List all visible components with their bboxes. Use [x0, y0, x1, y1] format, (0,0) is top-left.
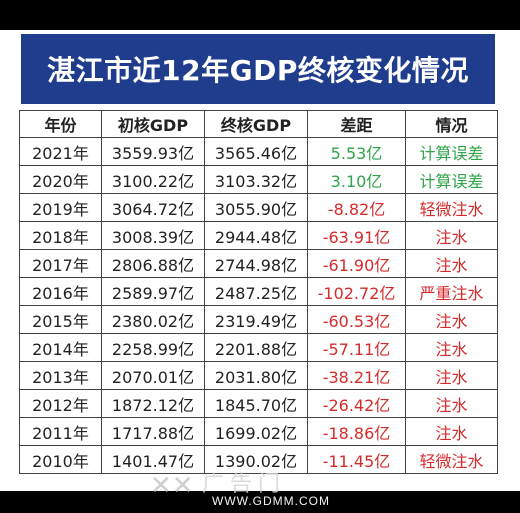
- header-final-gdp: 终核GDP: [204, 110, 308, 138]
- final-gdp-cell: 2319.49亿: [204, 305, 308, 334]
- table-row: 2016年 2589.97亿 2487.25亿 -102.72亿 严重注水: [19, 277, 498, 306]
- final-gdp-cell: 3565.46亿: [204, 137, 308, 166]
- table-row: 2011年 1717.88亿 1699.02亿 -18.86亿 注水: [19, 417, 498, 446]
- table-row: 2020年 3100.22亿 3103.32亿 3.10亿 计算误差: [19, 165, 498, 194]
- final-gdp-cell: 3055.90亿: [204, 193, 308, 222]
- year-cell: 2010年: [19, 445, 102, 474]
- initial-gdp-cell: 1872.12亿: [101, 389, 205, 418]
- year-cell: 2020年: [19, 165, 102, 194]
- initial-gdp-cell: 1401.47亿: [101, 445, 205, 474]
- diff-cell: 3.10亿: [307, 165, 406, 194]
- table-row: 2017年 2806.88亿 2744.98亿 -61.90亿 注水: [19, 249, 498, 278]
- header-year: 年份: [19, 110, 102, 138]
- status-cell: 轻微注水: [405, 445, 498, 474]
- initial-gdp-cell: 2070.01亿: [101, 361, 205, 390]
- diff-cell: -57.11亿: [307, 333, 406, 362]
- initial-gdp-cell: 3064.72亿: [101, 193, 205, 222]
- final-gdp-cell: 2744.98亿: [204, 249, 308, 278]
- diff-cell: -38.21亿: [307, 361, 406, 390]
- year-cell: 2015年: [19, 305, 102, 334]
- table-row: 2018年 3008.39亿 2944.48亿 -63.91亿 注水: [19, 221, 498, 250]
- status-cell: 计算误差: [405, 165, 498, 194]
- header-row: 年份 初核GDP 终核GDP 差距 情况: [19, 110, 498, 138]
- table-title: 湛江市近12年GDP终核变化情况: [21, 34, 495, 104]
- diff-cell: 5.53亿: [307, 137, 406, 166]
- diff-cell: -11.45亿: [307, 445, 406, 474]
- status-cell: 注水: [405, 389, 498, 418]
- initial-gdp-cell: 2589.97亿: [101, 277, 205, 306]
- table-row: 2013年 2070.01亿 2031.80亿 -38.21亿 注水: [19, 361, 498, 390]
- table-row: 2019年 3064.72亿 3055.90亿 -8.82亿 轻微注水: [19, 193, 498, 222]
- final-gdp-cell: 1390.02亿: [204, 445, 308, 474]
- table-row: 2010年 1401.47亿 1390.02亿 -11.45亿 轻微注水: [19, 445, 498, 474]
- diff-cell: -61.90亿: [307, 249, 406, 278]
- status-cell: 严重注水: [405, 277, 498, 306]
- year-cell: 2013年: [19, 361, 102, 390]
- year-cell: 2014年: [19, 333, 102, 362]
- top-black-bar: [0, 0, 520, 30]
- year-cell: 2019年: [19, 193, 102, 222]
- year-cell: 2016年: [19, 277, 102, 306]
- bottom-black-bar: [0, 491, 520, 513]
- diff-cell: -18.86亿: [307, 417, 406, 446]
- year-cell: 2018年: [19, 221, 102, 250]
- table-row: 2015年 2380.02亿 2319.49亿 -60.53亿 注水: [19, 305, 498, 334]
- final-gdp-cell: 2031.80亿: [204, 361, 308, 390]
- initial-gdp-cell: 1717.88亿: [101, 417, 205, 446]
- initial-gdp-cell: 2806.88亿: [101, 249, 205, 278]
- year-cell: 2021年: [19, 137, 102, 166]
- status-cell: 注水: [405, 361, 498, 390]
- status-cell: 注水: [405, 249, 498, 278]
- final-gdp-cell: 2487.25亿: [204, 277, 308, 306]
- status-cell: 注水: [405, 305, 498, 334]
- final-gdp-cell: 3103.32亿: [204, 165, 308, 194]
- year-cell: 2017年: [19, 249, 102, 278]
- year-cell: 2012年: [19, 389, 102, 418]
- initial-gdp-cell: 2380.02亿: [101, 305, 205, 334]
- diff-cell: -102.72亿: [307, 277, 406, 306]
- final-gdp-cell: 2944.48亿: [204, 221, 308, 250]
- final-gdp-cell: 2201.88亿: [204, 333, 308, 362]
- diff-cell: -8.82亿: [307, 193, 406, 222]
- status-cell: 注水: [405, 221, 498, 250]
- diff-cell: -60.53亿: [307, 305, 406, 334]
- table-row: 2021年 3559.93亿 3565.46亿 5.53亿 计算误差: [19, 137, 498, 166]
- table-row: 2014年 2258.99亿 2201.88亿 -57.11亿 注水: [19, 333, 498, 362]
- status-cell: 轻微注水: [405, 193, 498, 222]
- header-diff: 差距: [307, 110, 406, 138]
- header-status: 情况: [405, 110, 498, 138]
- status-cell: 计算误差: [405, 137, 498, 166]
- initial-gdp-cell: 3559.93亿: [101, 137, 205, 166]
- header-initial-gdp: 初核GDP: [101, 110, 205, 138]
- initial-gdp-cell: 3100.22亿: [101, 165, 205, 194]
- final-gdp-cell: 1845.70亿: [204, 389, 308, 418]
- status-cell: 注水: [405, 417, 498, 446]
- year-cell: 2011年: [19, 417, 102, 446]
- diff-cell: -63.91亿: [307, 221, 406, 250]
- table-row: 2012年 1872.12亿 1845.70亿 -26.42亿 注水: [19, 389, 498, 418]
- status-cell: 注水: [405, 333, 498, 362]
- gdp-table-sheet: 湛江市近12年GDP终核变化情况 年份 初核GDP 终核GDP 差距 情况 20…: [19, 34, 498, 488]
- diff-cell: -26.42亿: [307, 389, 406, 418]
- initial-gdp-cell: 2258.99亿: [101, 333, 205, 362]
- initial-gdp-cell: 3008.39亿: [101, 221, 205, 250]
- gdp-table: 年份 初核GDP 终核GDP 差距 情况 2021年 3559.93亿 3565.4…: [19, 110, 498, 474]
- final-gdp-cell: 1699.02亿: [204, 417, 308, 446]
